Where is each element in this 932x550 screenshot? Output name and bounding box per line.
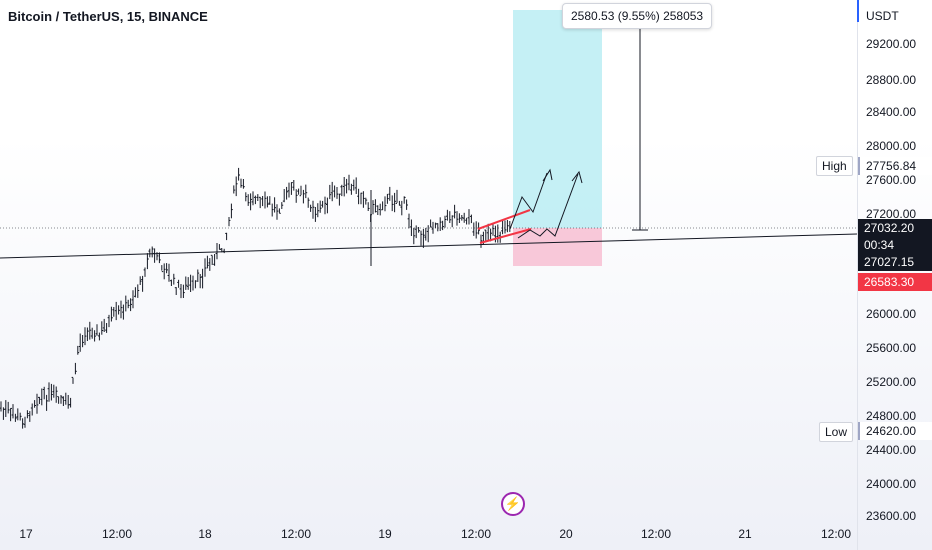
price-tick: 27600.00 xyxy=(866,173,917,187)
price-tick: 28400.00 xyxy=(866,105,917,119)
time-tick: 12:00 xyxy=(820,527,852,541)
currency-unit[interactable]: USDT xyxy=(866,9,899,23)
time-tick: 12:00 xyxy=(460,527,492,541)
price-tick: 29200.00 xyxy=(866,37,917,51)
price-tick: 24400.00 xyxy=(866,443,917,457)
price-tick: 27200.00 xyxy=(866,207,917,221)
lightning-icon[interactable]: ⚡ xyxy=(501,492,525,516)
price-tick: 25200.00 xyxy=(866,375,917,389)
time-tick: 20 xyxy=(559,527,573,541)
trend-line[interactable] xyxy=(0,233,858,259)
price-tick: 24000.00 xyxy=(866,477,917,491)
symbol-title[interactable]: Bitcoin / TetherUS, 15, BINANCE xyxy=(8,9,208,24)
measure-ruler[interactable] xyxy=(632,15,648,231)
time-tick: 18 xyxy=(198,527,212,541)
high-price-tag: 27756.84 xyxy=(858,157,932,175)
last-price-tag[interactable]: 27032.20 xyxy=(858,219,932,237)
price-axis-border xyxy=(857,0,858,550)
price-tick: 25600.00 xyxy=(866,341,917,355)
channel-drawing[interactable] xyxy=(477,209,532,244)
trend-line-price-tag: 27027.15 xyxy=(858,253,932,271)
low-price-tag: 24620.00 xyxy=(858,422,932,440)
bar-countdown: 00:34 xyxy=(858,236,932,254)
time-tick: 17 xyxy=(19,527,33,541)
high-label: High xyxy=(816,156,853,176)
stop-price-tag: 26583.30 xyxy=(858,273,932,291)
price-axis-accent xyxy=(857,0,859,22)
low-label: Low xyxy=(819,422,854,442)
price-tick: 23600.00 xyxy=(866,509,917,523)
price-tick: 28000.00 xyxy=(866,139,917,153)
time-tick: 12:00 xyxy=(640,527,672,541)
measure-tooltip: 2580.53 (9.55%) 258053 xyxy=(562,3,713,29)
time-tick: 12:00 xyxy=(101,527,133,541)
time-tick: 12:00 xyxy=(280,527,312,541)
position-loss-zone[interactable] xyxy=(513,228,602,266)
price-tick: 24800.00 xyxy=(866,409,917,423)
time-tick: 19 xyxy=(378,527,392,541)
position-profit-zone[interactable] xyxy=(513,10,602,228)
projection-arrow-1[interactable] xyxy=(509,168,553,230)
price-tick: 28800.00 xyxy=(866,73,917,87)
time-tick: 21 xyxy=(738,527,752,541)
projection-arrow-2[interactable] xyxy=(517,170,583,239)
price-tick: 26000.00 xyxy=(866,307,917,321)
candlestick-series xyxy=(0,167,512,429)
